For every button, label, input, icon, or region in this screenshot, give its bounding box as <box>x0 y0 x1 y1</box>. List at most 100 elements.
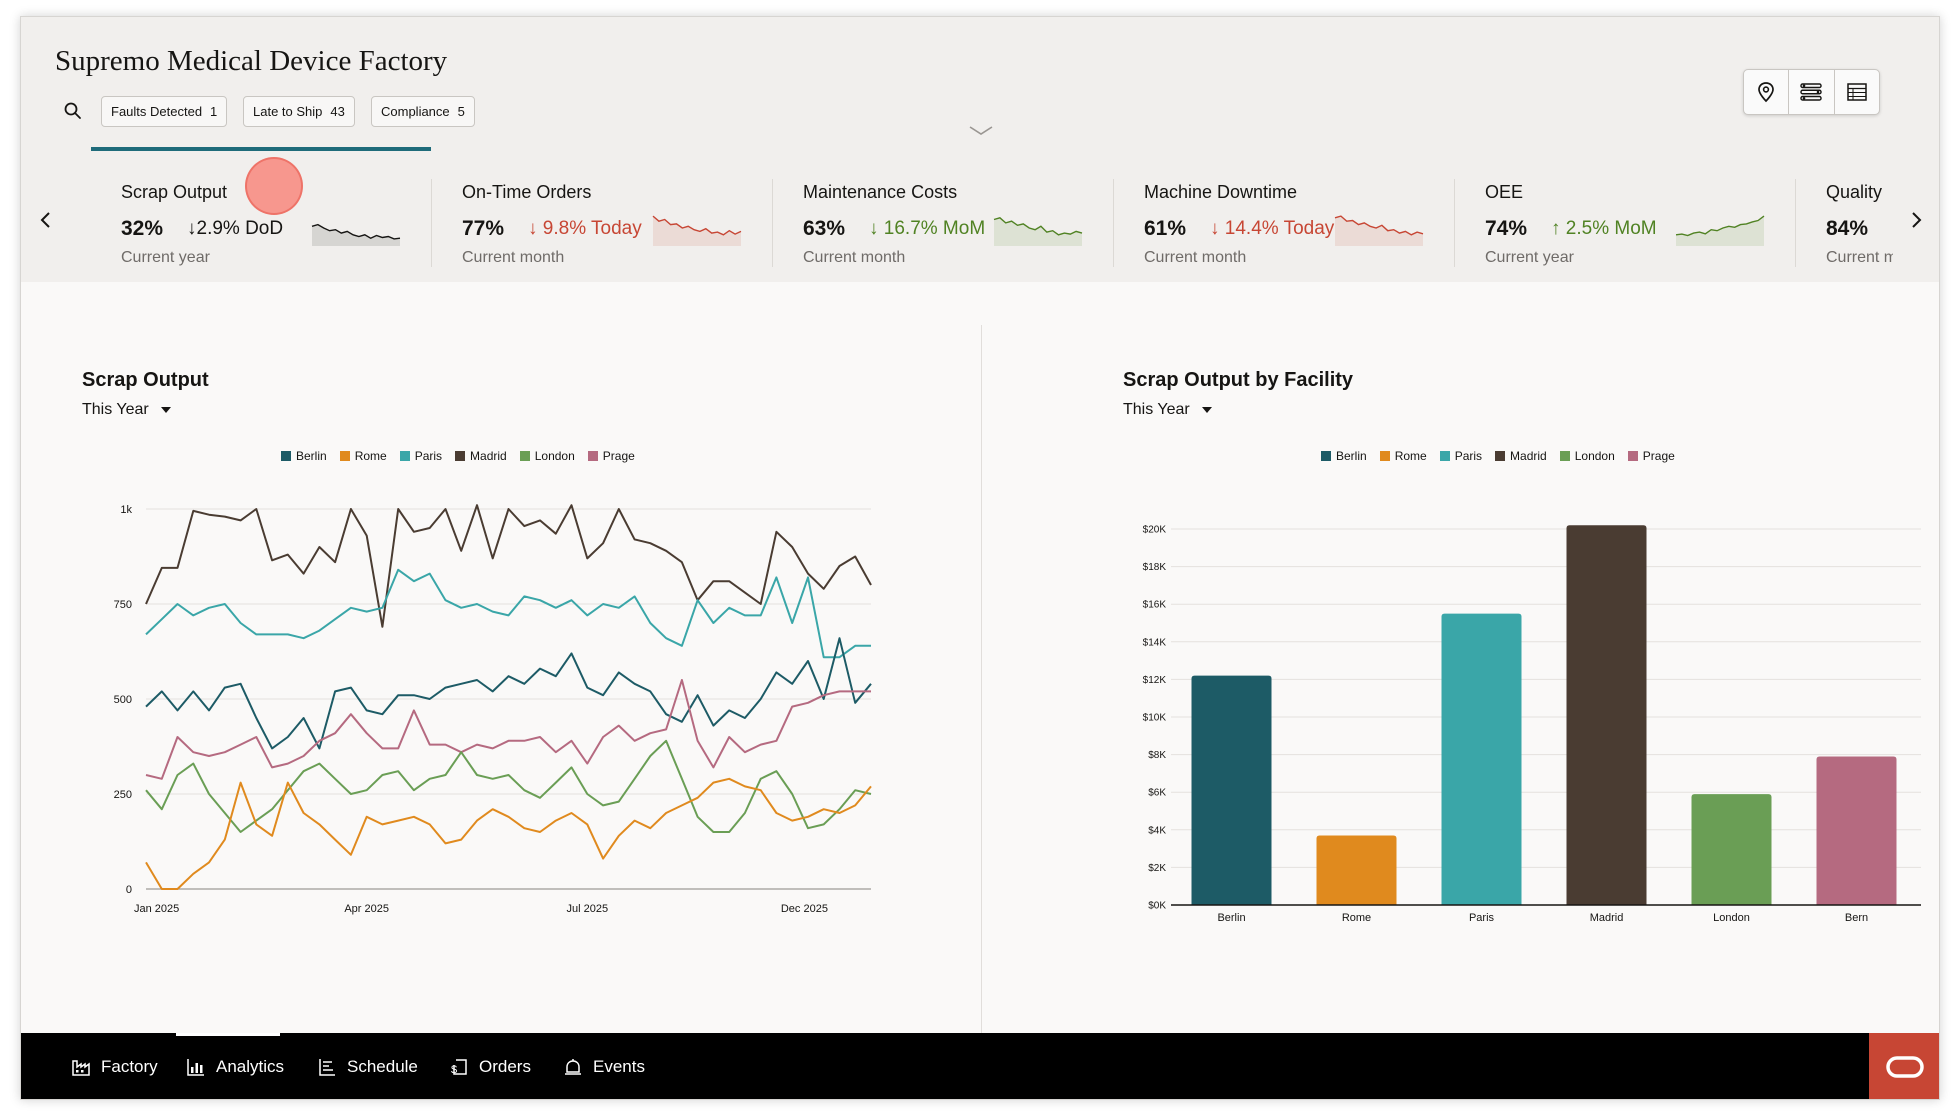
bar-berlin <box>1191 675 1272 905</box>
legend-label: Rome <box>1394 449 1427 463</box>
sparkline-area <box>1676 216 1764 246</box>
series-line-rome <box>145 777 872 890</box>
legend-swatch <box>281 451 291 461</box>
map-view-button[interactable] <box>1744 70 1790 114</box>
kpi-value: 74% <box>1485 217 1528 240</box>
legend-item[interactable]: Rome <box>339 449 387 463</box>
y-tick-label: $12K <box>1143 675 1167 686</box>
legend-label: Madrid <box>1510 449 1547 463</box>
x-tick-label: Madrid <box>1590 912 1624 924</box>
legend-item[interactable]: Rome <box>1379 449 1427 463</box>
kpi-sparkline <box>993 217 1083 246</box>
orders-icon: $ <box>451 1059 467 1076</box>
line-panel-title: Scrap Output <box>82 369 209 391</box>
bar-madrid <box>1566 525 1647 905</box>
nav-item-analytics[interactable]: Analytics <box>175 1033 284 1099</box>
chevron-right-icon[interactable] <box>1905 209 1927 231</box>
y-tick-label: $6K <box>1148 788 1166 799</box>
kpi-delta: ↓ 9.8% Today <box>528 218 642 239</box>
kpi-period: Current year <box>121 249 210 266</box>
series-line-london <box>145 739 872 833</box>
legend-label: Paris <box>414 449 443 463</box>
x-tick-label: Bern <box>1845 912 1868 924</box>
nav-item-factory[interactable]: Factory <box>71 1033 158 1099</box>
legend-item[interactable]: Madrid <box>455 449 507 463</box>
series-line-madrid <box>145 504 872 628</box>
chevron-left-icon[interactable] <box>35 209 57 231</box>
kpi-sparkline <box>1334 215 1424 246</box>
chip-count: 5 <box>457 104 465 119</box>
kpi-card-quality[interactable]: Quality 84% ↓ 1 Current mor <box>1796 147 1893 282</box>
kpi-card-on-time-orders[interactable]: On-Time Orders 77% ↓ 9.8% Today Current … <box>432 147 773 282</box>
nav-label: Schedule <box>347 1057 418 1076</box>
page-header: Supremo Medical Device Factory Faults De… <box>21 17 1939 147</box>
legend-swatch <box>1321 451 1331 461</box>
faults-detected-chip[interactable]: Faults Detected 1 <box>101 96 228 127</box>
kpi-card-machine-downtime[interactable]: Machine Downtime 61% ↓ 14.4% Today Curre… <box>1114 147 1455 282</box>
kpi-name: Quality <box>1826 182 1883 202</box>
kpi-delta: ↓ 1 <box>1892 218 1893 240</box>
y-tick-label: $8K <box>1148 750 1166 761</box>
kpi-value: 61% <box>1144 217 1187 240</box>
period-label: This Year <box>82 401 149 418</box>
kpi-period: Current year <box>1485 249 1574 266</box>
kpi-value: 32% <box>121 217 164 240</box>
nav-item-schedule[interactable]: Schedule <box>317 1033 418 1099</box>
panel-divider <box>981 325 982 1045</box>
x-tick-label: Berlin <box>1217 912 1245 924</box>
table-view-icon <box>1847 83 1867 101</box>
list-view-button[interactable] <box>1789 70 1835 114</box>
scrap-output-by-facility-bar-chart: $0K $2K $4K $6K $8K $10K $12K $14K $16K $18K $20K B… <box>1143 525 1921 924</box>
late-to-ship-chip[interactable]: Late to Ship 43 <box>243 96 355 127</box>
y-tick-label: $20K <box>1143 525 1167 536</box>
legend-label: Rome <box>354 449 387 463</box>
events-icon <box>565 1059 581 1075</box>
legend-item[interactable]: London <box>519 449 575 463</box>
kpi-card-oee[interactable]: OEE 74% ↑ 2.5% MoM Current year <box>1455 147 1796 282</box>
legend-label: London <box>534 449 575 463</box>
compliance-chip[interactable]: Compliance 5 <box>371 96 475 127</box>
y-tick-label: $4K <box>1148 825 1166 836</box>
legend-label: Berlin <box>296 449 327 463</box>
page-title: Supremo Medical Device Factory <box>55 45 448 77</box>
nav-label: Orders <box>479 1057 531 1076</box>
legend-swatch <box>399 451 410 461</box>
view-switcher <box>1743 69 1880 115</box>
search-icon[interactable] <box>63 101 83 121</box>
legend-item[interactable]: Paris <box>1439 449 1483 463</box>
nav-item-orders[interactable]: $ Orders <box>449 1033 531 1099</box>
legend-label: Paris <box>1454 449 1483 463</box>
legend-swatch <box>1495 451 1506 461</box>
kpi-sparkline <box>1675 215 1765 246</box>
line-period-select[interactable]: This Year <box>82 401 171 419</box>
legend-swatch <box>339 451 350 461</box>
kpi-value: 77% <box>462 217 505 240</box>
kpi-card-scrap-output[interactable]: Scrap Output 32% ↓2.9% DoD Current year <box>91 147 432 282</box>
kpi-sparkline <box>311 223 401 246</box>
kpi-card-maintenance-costs[interactable]: Maintenance Costs 63% ↓ 16.7% MoM Curren… <box>773 147 1114 282</box>
chip-label: Faults Detected <box>111 104 203 119</box>
chevron-down-icon[interactable] <box>967 123 995 139</box>
table-view-button[interactable] <box>1835 70 1879 114</box>
legend-item[interactable]: Prage <box>587 449 635 463</box>
touch-indicator <box>245 157 303 215</box>
legend-item[interactable]: Madrid <box>1495 449 1547 463</box>
legend-label: Berlin <box>1336 449 1367 463</box>
bar-london <box>1691 794 1772 905</box>
bar-rome <box>1316 835 1397 905</box>
legend-item[interactable]: Paris <box>399 449 443 463</box>
kpi-name: Scrap Output <box>121 182 228 202</box>
legend-item[interactable]: Berlin <box>281 449 327 463</box>
oracle-logo-icon <box>1886 1056 1924 1078</box>
nav-item-events[interactable]: Events <box>563 1033 645 1099</box>
legend-item[interactable]: London <box>1559 449 1615 463</box>
series-line-prage <box>145 679 871 780</box>
kpi-delta: ↓ 16.7% MoM <box>869 218 986 239</box>
legend-swatch <box>1439 451 1450 461</box>
kpi-name: Machine Downtime <box>1144 182 1298 202</box>
bar-period-select[interactable]: This Year <box>1123 401 1212 419</box>
legend-item[interactable]: Prage <box>1627 449 1675 463</box>
nav-label: Events <box>593 1057 645 1076</box>
legend-item[interactable]: Berlin <box>1321 449 1367 463</box>
series-line-paris <box>145 568 871 659</box>
